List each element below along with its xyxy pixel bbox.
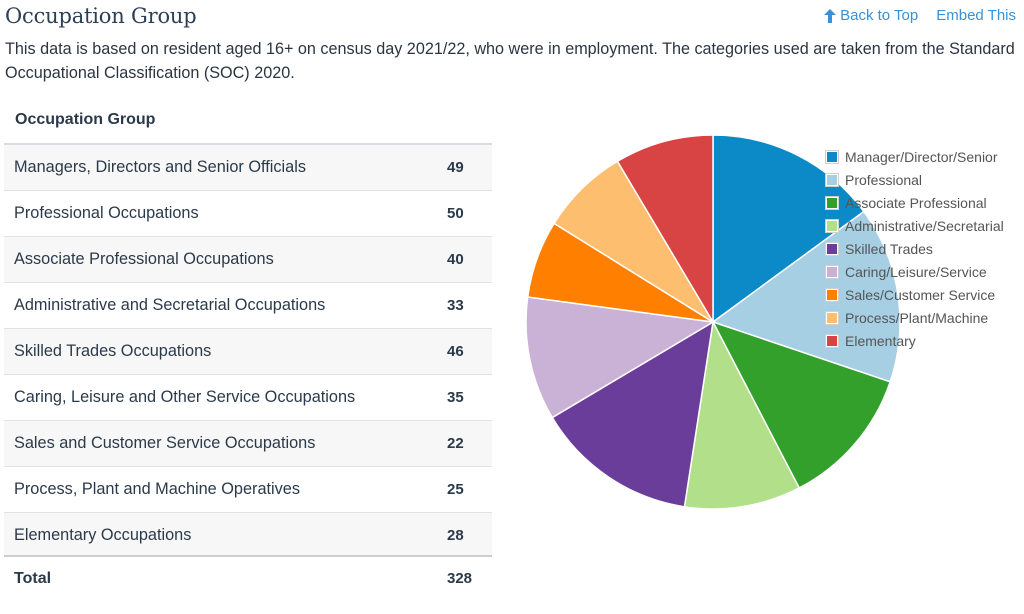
legend-label: Sales/Customer Service <box>845 286 996 303</box>
legend-item[interactable]: Process/Plant/Machine <box>825 306 1004 329</box>
pie-slice[interactable] <box>616 134 714 325</box>
row-value: 40 <box>447 251 464 268</box>
legend-swatch <box>825 241 839 256</box>
legend-item[interactable]: Sales/Customer Service <box>825 283 1004 306</box>
table-row: Managers, Directors and Senior Officials… <box>4 145 492 191</box>
pie-slice[interactable] <box>711 320 892 489</box>
row-label: Professional Occupations <box>14 204 199 222</box>
row-label: Administrative and Secretarial Occupatio… <box>14 296 326 314</box>
total-label: Total <box>14 570 52 587</box>
table-row: Administrative and Secretarial Occupatio… <box>4 283 492 329</box>
header: Occupation Group Back to Top Embed This <box>5 4 1016 30</box>
table-row: Associate Professional Occupations 40 <box>4 237 492 283</box>
header-links: Back to Top Embed This <box>824 7 1016 24</box>
legend-label: Skilled Trades <box>845 240 933 257</box>
legend-label: Process/Plant/Machine <box>845 309 989 326</box>
row-value: 25 <box>447 481 464 498</box>
table-total-row: Total 328 <box>4 555 492 603</box>
row-value: 33 <box>447 297 464 314</box>
legend-swatch <box>825 310 839 325</box>
legend-swatch <box>825 195 839 210</box>
legend-item[interactable]: Manager/Director/Senior <box>825 145 1004 168</box>
row-value: 46 <box>447 343 464 360</box>
table-title: Occupation Group <box>15 111 156 128</box>
table-row: Process, Plant and Machine Operatives 25 <box>4 467 492 513</box>
legend-label: Elementary <box>845 332 916 349</box>
row-value: 49 <box>447 159 464 176</box>
occupation-pie-chart <box>525 134 901 510</box>
legend-label: Professional <box>845 171 923 188</box>
pie-slice[interactable] <box>525 296 716 419</box>
legend-swatch <box>825 172 839 187</box>
row-label: Sales and Customer Service Occupations <box>14 434 316 452</box>
table-row: Professional Occupations 50 <box>4 191 492 237</box>
row-value: 22 <box>447 435 464 452</box>
embed-this-link[interactable]: Embed This <box>936 7 1016 24</box>
table-row: Skilled Trades Occupations 46 <box>4 329 492 375</box>
legend-label: Associate Professional <box>845 194 987 211</box>
row-value: 50 <box>447 205 464 222</box>
legend-label: Manager/Director/Senior <box>845 148 998 165</box>
total-value: 328 <box>447 570 473 587</box>
legend-item[interactable]: Associate Professional <box>825 191 1004 214</box>
table-row: Sales and Customer Service Occupations 2… <box>4 421 492 467</box>
legend-item[interactable]: Skilled Trades <box>825 237 1004 260</box>
legend-item[interactable]: Professional <box>825 168 1004 191</box>
legend-swatch <box>825 333 839 348</box>
table-row: Elementary Occupations 28 <box>4 513 492 559</box>
pie-slice[interactable] <box>711 210 901 383</box>
row-label: Associate Professional Occupations <box>14 250 274 268</box>
legend-swatch <box>825 149 839 164</box>
back-to-top-label: Back to Top <box>840 7 919 24</box>
row-label: Skilled Trades Occupations <box>14 342 212 360</box>
row-label: Caring, Leisure and Other Service Occupa… <box>14 388 356 406</box>
legend-item[interactable]: Administrative/Secretarial <box>825 214 1004 237</box>
row-value: 35 <box>447 389 464 406</box>
row-value: 28 <box>447 527 464 544</box>
back-to-top-link[interactable]: Back to Top <box>824 7 918 24</box>
row-label: Elementary Occupations <box>14 526 192 544</box>
occupation-table: Managers, Directors and Senior Officials… <box>4 143 492 559</box>
legend-item[interactable]: Caring/Leisure/Service <box>825 260 1004 283</box>
pie-slice[interactable] <box>551 320 714 508</box>
pie-slice[interactable] <box>683 319 801 510</box>
description: This data is based on resident aged 16+ … <box>5 40 1015 82</box>
row-label: Process, Plant and Machine Operatives <box>14 480 300 498</box>
legend-swatch <box>825 287 839 302</box>
up-arrow-icon <box>824 8 837 23</box>
legend-item[interactable]: Elementary <box>825 329 1004 352</box>
table-row: Caring, Leisure and Other Service Occupa… <box>4 375 492 421</box>
chart-legend: Manager/Director/Senior Professional Assoc… <box>825 145 1004 352</box>
legend-label: Administrative/Secretarial <box>845 217 1004 234</box>
legend-swatch <box>825 264 839 279</box>
row-label: Managers, Directors and Senior Officials <box>14 158 306 176</box>
legend-label: Caring/Leisure/Service <box>845 263 987 280</box>
page-title: Occupation Group <box>5 4 197 28</box>
legend-swatch <box>825 218 839 233</box>
